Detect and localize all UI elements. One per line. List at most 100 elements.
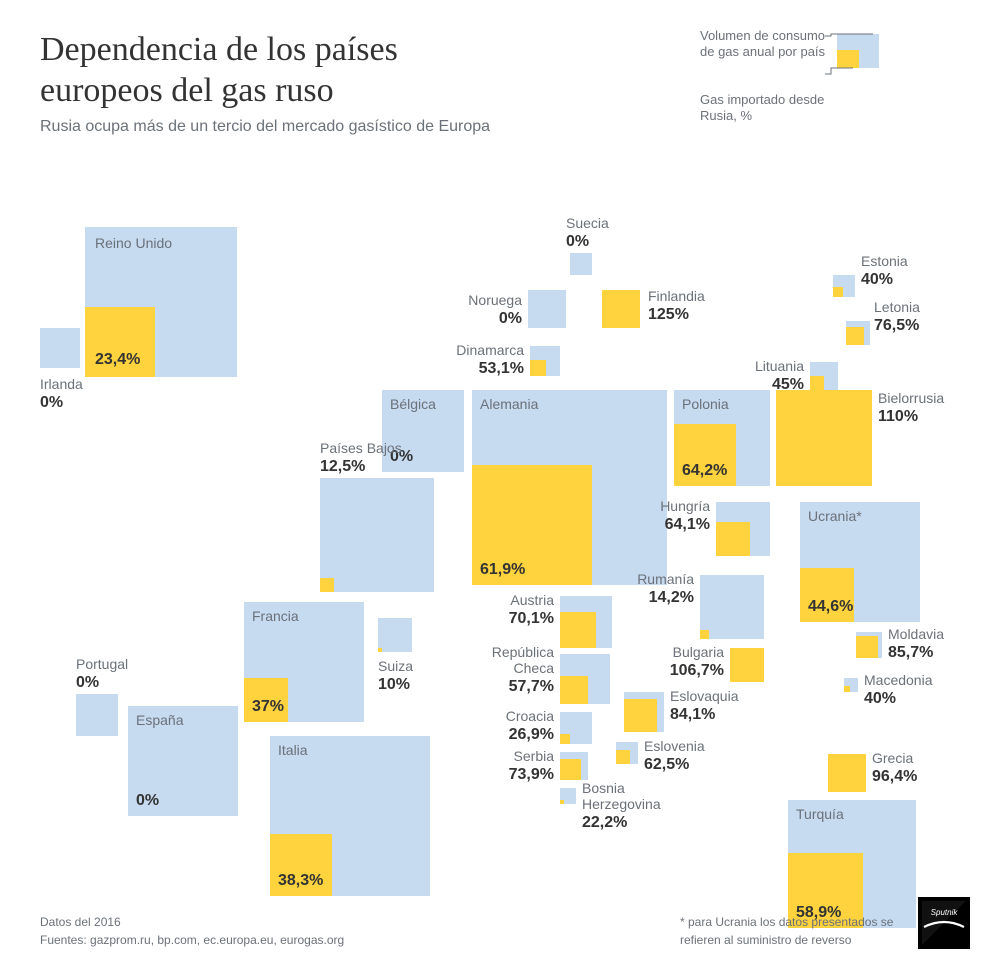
country-reino-unido: Reino Unido 23,4% [85, 227, 237, 377]
country-name: Noruega [468, 292, 522, 308]
country-eslovaquia: Eslovaquia84,1% [624, 692, 664, 732]
country-pct: 0% [76, 674, 99, 692]
consumption-box [320, 478, 434, 592]
import-box [844, 686, 850, 692]
chart-area: Reino Unido23,4%Irlanda0%Suecia0%Noruega… [0, 0, 998, 979]
country-austria: Austria70,1% [560, 596, 612, 648]
country-polonia: Polonia 64,2% [674, 390, 770, 486]
country-b-lgica: Bélgica0% [382, 390, 464, 472]
consumption-box [40, 328, 80, 368]
country-pct: 23,4% [95, 351, 140, 369]
import-box [320, 578, 334, 592]
country-turqu-a: Turquía58,9% [788, 800, 916, 928]
country-name: Bielorrusia [878, 390, 944, 406]
import-box [378, 648, 382, 652]
import-box [730, 648, 764, 682]
country-suecia: Suecia0% [570, 253, 592, 275]
country-name: Bélgica [390, 396, 436, 412]
country-pct: 84,1% [670, 706, 715, 724]
country-name: Países Bajos [320, 440, 402, 456]
country-pct: 40% [864, 690, 896, 708]
country-name: Estonia [861, 253, 908, 269]
country-serbia: Serbia73,9% [560, 752, 588, 780]
country-name: Hungría [660, 498, 710, 514]
country-name: Bosnia Herzegovina [582, 780, 661, 812]
country-name: Polonia [682, 396, 729, 412]
country-name: Reino Unido [95, 235, 172, 251]
country-name: Macedonia [864, 672, 933, 688]
country-moldavia: Moldavia85,7% [856, 632, 882, 658]
import-box [828, 754, 866, 792]
country-pct: 12,5% [320, 458, 365, 476]
country-pct: 14,2% [649, 589, 694, 607]
country-pct: 10% [378, 676, 410, 694]
import-box [716, 522, 750, 556]
country-ruman-a: Rumanía14,2% [700, 575, 764, 639]
consumption-box [570, 253, 592, 275]
country-name: Ucrania* [808, 508, 862, 524]
country-francia: Francia 37% [244, 602, 364, 722]
country-pct: 64,2% [682, 462, 727, 480]
country-letonia: Letonia76,5% [846, 321, 870, 345]
consumption-box [528, 290, 566, 328]
country-italia: Italia38,3% [270, 736, 430, 896]
country-name: Suiza [378, 658, 413, 674]
country-name: Bulgaria [673, 644, 724, 660]
country-finlandia: Finlandia125% [602, 290, 640, 328]
country-name: Irlanda [40, 376, 83, 392]
import-box [560, 676, 588, 704]
country-pct: 64,1% [665, 516, 710, 534]
country-name: Suecia [566, 215, 609, 231]
country-lituania: Lituania45% [810, 362, 838, 390]
data-year: Datos del 2016 [40, 913, 344, 931]
country-name: Eslovenia [644, 738, 705, 754]
sputnik-logo: Sputnik [918, 897, 970, 949]
country-bosnia-herzegovina: Bosnia Herzegovina22,2% [560, 788, 576, 804]
country-pct: 57,7% [509, 678, 554, 696]
country-pct: 73,9% [509, 766, 554, 784]
country-pct: 96,4% [872, 768, 917, 786]
country-pct: 26,9% [509, 726, 554, 744]
import-box [810, 376, 824, 390]
import-box [700, 630, 709, 639]
country-grecia: Grecia96,4% [828, 754, 866, 792]
import-box [602, 290, 640, 328]
sources: Fuentes: gazprom.ru, bp.com, ec.europa.e… [40, 931, 344, 949]
country-pct: 125% [648, 306, 689, 324]
country-alemania: Alemania 61,9% [472, 390, 667, 585]
country-pct: 76,5% [874, 317, 919, 335]
country-name: Finlandia [648, 288, 705, 304]
country-pct: 61,9% [480, 561, 525, 579]
country-name: Rumanía [637, 571, 694, 587]
country-name: Serbia [514, 748, 554, 764]
country-name: Dinamarca [456, 342, 524, 358]
country-pct: 0% [566, 233, 589, 251]
import-box [833, 287, 843, 297]
country-name: Moldavia [888, 626, 944, 642]
country-name: España [136, 712, 183, 728]
country-pct: 37% [252, 698, 284, 716]
country-pa-ses-bajos: Países Bajos12,5% [320, 478, 434, 592]
country-espa-a: España0% [128, 706, 238, 816]
country-pct: 0% [40, 394, 63, 412]
country-pct: 70,1% [509, 610, 554, 628]
import-box [624, 699, 657, 732]
country-pct: 22,2% [582, 814, 627, 832]
country-suiza: Suiza10% [378, 618, 412, 652]
country-dinamarca: Dinamarca53,1% [530, 346, 560, 376]
consumption-box [378, 618, 412, 652]
country-irlanda: Irlanda0% [40, 328, 80, 368]
country-name: Francia [252, 608, 299, 624]
country-pct: 106,7% [670, 662, 724, 680]
country-pct: 110% [878, 408, 918, 426]
import-box [560, 734, 570, 744]
country-pct: 53,1% [479, 360, 524, 378]
country-name: Alemania [480, 396, 538, 412]
country-macedonia: Macedonia40% [844, 678, 858, 692]
country-pct: 40% [861, 271, 893, 289]
country-name: Austria [510, 592, 554, 608]
country-croacia: Croacia26,9% [560, 712, 592, 744]
country-ucrania-: Ucrania*44,6% [800, 502, 920, 622]
consumption-box [700, 575, 764, 639]
import-box [846, 327, 864, 345]
